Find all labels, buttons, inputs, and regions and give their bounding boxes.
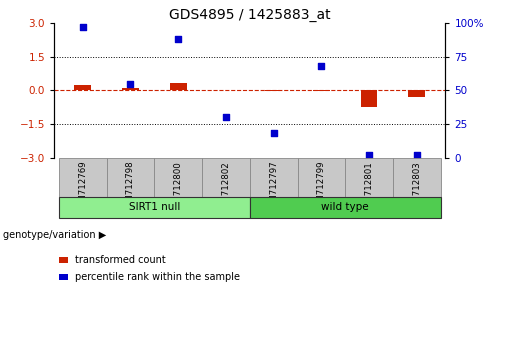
Bar <box>250 197 441 218</box>
Point <box>269 131 278 136</box>
Text: GSM712799: GSM712799 <box>317 161 326 213</box>
Bar <box>74 85 91 90</box>
Text: GSM712802: GSM712802 <box>221 161 230 213</box>
Bar <box>107 158 154 197</box>
Bar <box>59 197 250 218</box>
Bar <box>313 90 330 91</box>
Point <box>365 152 373 158</box>
Text: GSM712801: GSM712801 <box>365 161 373 213</box>
Bar <box>408 90 425 97</box>
Bar <box>298 158 345 197</box>
Text: GSM712803: GSM712803 <box>413 161 421 213</box>
Bar <box>202 158 250 197</box>
Title: GDS4895 / 1425883_at: GDS4895 / 1425883_at <box>169 8 331 22</box>
Bar <box>393 158 441 197</box>
Bar <box>250 158 298 197</box>
Point <box>126 81 134 86</box>
Text: transformed count: transformed count <box>75 255 165 265</box>
Text: GSM712769: GSM712769 <box>78 161 87 213</box>
Bar <box>59 158 107 197</box>
Bar <box>345 158 393 197</box>
Text: percentile rank within the sample: percentile rank within the sample <box>75 272 239 282</box>
Text: GSM712797: GSM712797 <box>269 161 278 213</box>
Point <box>222 114 230 120</box>
Point <box>413 152 421 158</box>
Bar <box>265 90 282 91</box>
Text: genotype/variation ▶: genotype/variation ▶ <box>3 230 106 240</box>
Text: wild type: wild type <box>321 202 369 212</box>
Bar <box>170 83 186 90</box>
Bar <box>122 88 139 90</box>
Point <box>317 63 325 69</box>
Text: SIRT1 null: SIRT1 null <box>129 202 180 212</box>
Text: GSM712800: GSM712800 <box>174 161 183 213</box>
Point <box>174 36 182 42</box>
Bar <box>154 158 202 197</box>
Point <box>79 24 87 30</box>
Bar <box>360 90 377 107</box>
Text: GSM712798: GSM712798 <box>126 161 135 213</box>
